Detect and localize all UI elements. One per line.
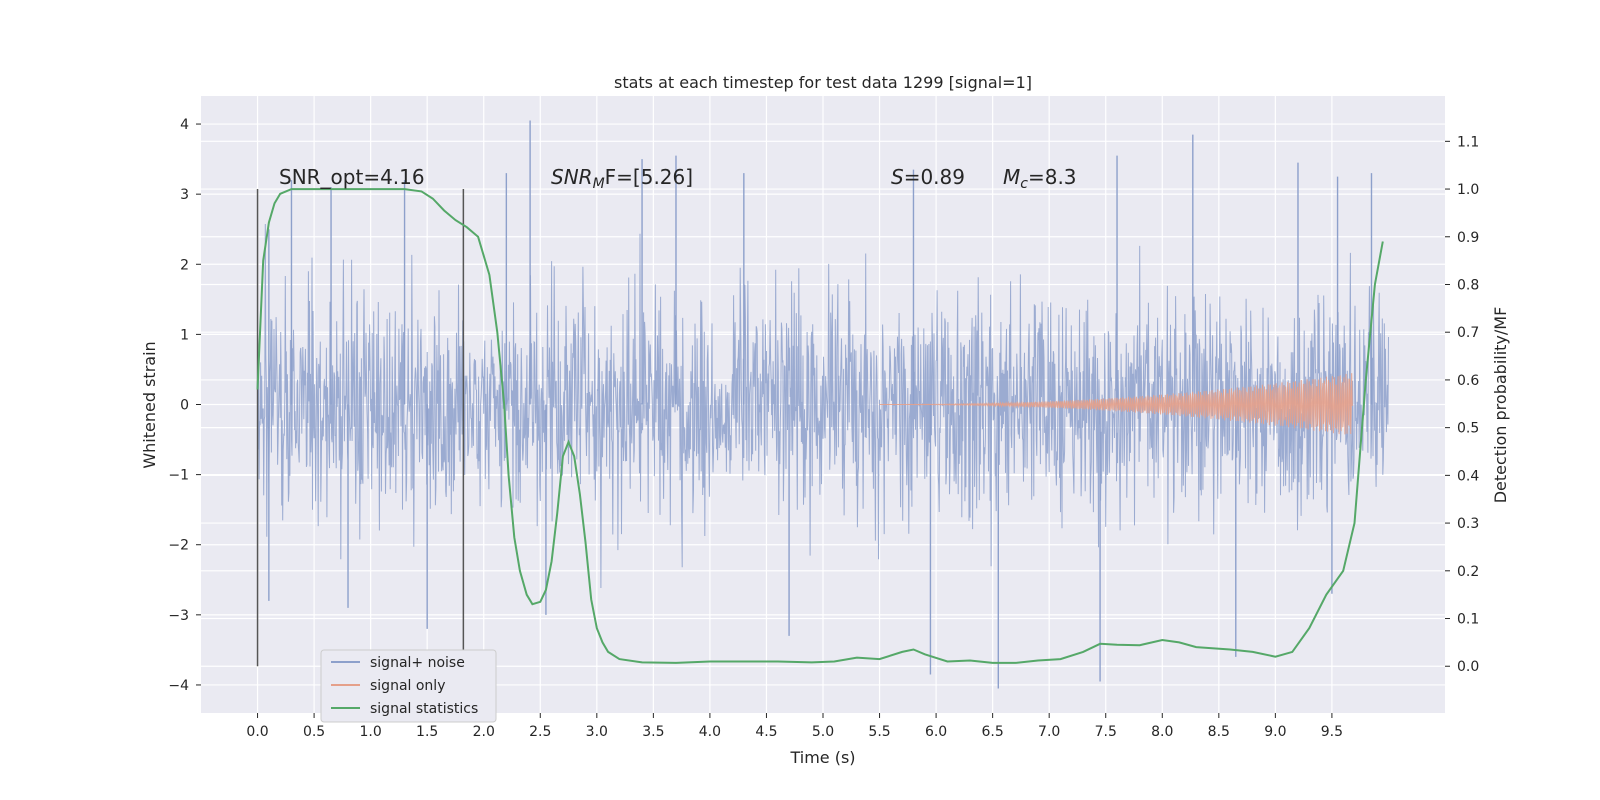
annotation-mc: Mc=8.3 [1003, 165, 1077, 192]
x-tick-label: 7.0 [1038, 724, 1060, 740]
y2-tick-label: 0.0 [1457, 659, 1479, 675]
legend-box [320, 649, 497, 723]
annotation-snr-mf-tail: F=[5.26] [605, 165, 693, 189]
x-tick-label: 4.0 [699, 724, 721, 740]
y-tick-label: −3 [168, 608, 189, 624]
x-tick-label: 0.0 [246, 724, 268, 740]
y2-tick-label: 0.3 [1457, 516, 1479, 532]
x-tick-label: 9.0 [1264, 724, 1286, 740]
chart-title: stats at each timestep for test data 129… [614, 73, 1032, 92]
legend-label-signal-noise: signal+ noise [370, 655, 465, 671]
x-tick-label: 5.5 [868, 724, 890, 740]
y2-tick-label: 0.1 [1457, 612, 1479, 628]
legend: signal+ noise signal only signal statist… [320, 649, 497, 723]
y2-tick-label: 1.0 [1457, 182, 1479, 198]
y2-axis-label: Detection probability/MF [1491, 307, 1510, 504]
signal-only-series [879, 373, 1353, 435]
y2-tick-label: 0.7 [1457, 325, 1479, 341]
annotation-s-symbol: S [891, 165, 904, 189]
x-tick-label: 6.5 [982, 724, 1004, 740]
legend-label-signal-only: signal only [370, 678, 445, 694]
annotations: SNR_opt=4.16 SNRMF=[5.26] S=0.89 Mc=8.3 [279, 165, 1077, 192]
x-tick-label: 2.0 [473, 724, 495, 740]
annotation-mc-sub: c [1020, 176, 1028, 192]
x-tick-label: 6.0 [925, 724, 947, 740]
annotation-s: S=0.89 [891, 165, 965, 189]
y2-tick-label: 0.8 [1457, 277, 1479, 293]
x-tick-label: 9.5 [1321, 724, 1343, 740]
x-tick-label: 7.5 [1095, 724, 1117, 740]
x-tick-label: 0.5 [303, 724, 325, 740]
y-tick-label: 1 [180, 327, 189, 343]
x-tick-label: 8.0 [1151, 724, 1173, 740]
x-tick-label: 2.5 [529, 724, 551, 740]
annotation-mc-value: =8.3 [1028, 165, 1077, 189]
y2-axis-ticks: 1.1 1.0 0.9 0.8 0.7 0.6 0.5 0.4 0.3 0.2 0.1 0.0 [1445, 134, 1479, 675]
y-tick-label: 2 [180, 257, 189, 273]
y2-tick-label: 0.9 [1457, 230, 1479, 246]
x-axis-label: Time (s) [789, 748, 855, 767]
signal-statistics-series [256, 188, 1384, 664]
y-tick-label: 4 [180, 117, 189, 133]
annotation-snr-opt: SNR_opt=4.16 [279, 165, 425, 189]
signal-statistics-line [256, 188, 1384, 664]
x-tick-label: 1.0 [360, 724, 382, 740]
annotation-s-value: =0.89 [904, 165, 965, 189]
x-tick-label: 1.5 [416, 724, 438, 740]
annotation-snr-mf-base: SNR [551, 165, 593, 189]
x-tick-label: 3.5 [642, 724, 664, 740]
y2-tick-label: 0.4 [1457, 468, 1479, 484]
y2-tick-label: 0.5 [1457, 421, 1479, 437]
y-tick-label: −2 [168, 538, 189, 554]
annotation-mc-symbol: M [1003, 165, 1020, 189]
x-tick-label: 4.5 [755, 724, 777, 740]
y-tick-label: −4 [168, 678, 189, 694]
annotation-snr-mf-sub: M [593, 176, 605, 192]
y-axis-ticks: 4 3 2 1 0 −1 −2 −3 −4 [168, 117, 201, 694]
y2-tick-label: 0.6 [1457, 373, 1479, 389]
x-tick-label: 8.5 [1208, 724, 1230, 740]
y2-tick-label: 0.2 [1457, 564, 1479, 580]
y-tick-label: 3 [180, 187, 189, 203]
y-axis-label: Whitened strain [140, 341, 159, 468]
annotation-snr-mf: SNRMF=[5.26] [551, 165, 693, 192]
legend-label-signal-statistics: signal statistics [370, 701, 478, 717]
x-tick-label: 3.0 [586, 724, 608, 740]
x-axis-ticks: 0.0 0.5 1.0 1.5 2.0 2.5 3.0 3.5 4.0 4.5 5.0 5.5 6.0 6… [246, 713, 1343, 740]
x-tick-label: 5.0 [812, 724, 834, 740]
signal-only-trace [879, 373, 1353, 435]
vertical-markers [256, 189, 465, 667]
y2-tick-label: 1.1 [1457, 134, 1479, 150]
y-tick-label: 0 [180, 398, 189, 414]
y-tick-label: −1 [168, 468, 189, 484]
